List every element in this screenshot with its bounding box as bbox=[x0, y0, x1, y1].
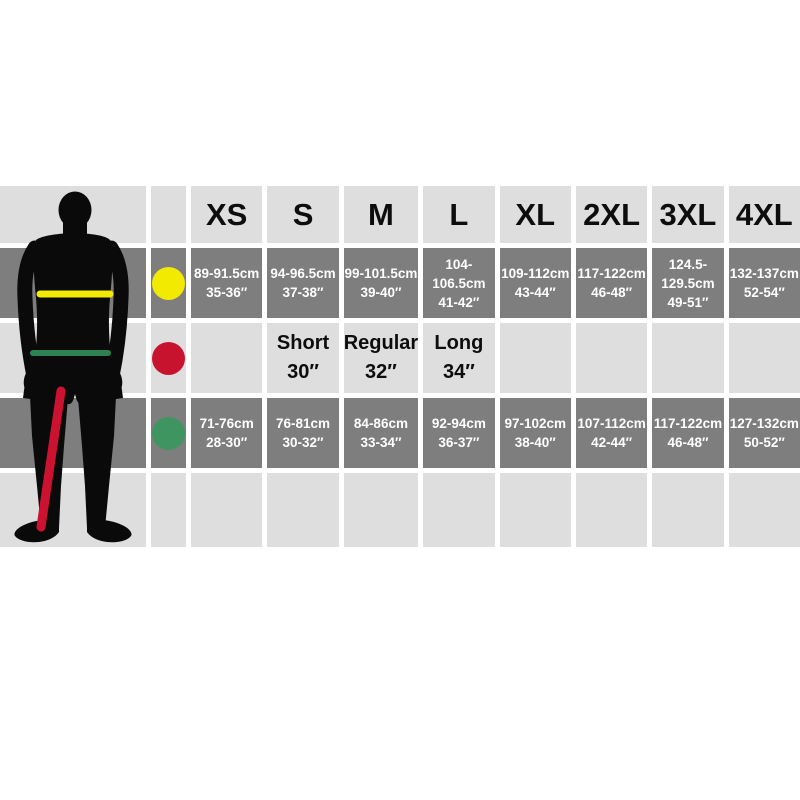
marker-header-cell bbox=[151, 186, 186, 243]
header-cell-s: S bbox=[267, 186, 339, 243]
waist-marker-cell bbox=[151, 398, 186, 468]
empty-cell-s bbox=[267, 473, 339, 547]
header-cell-4xl: 4XL bbox=[728, 186, 800, 243]
leg-cell-s: Short 30″ bbox=[267, 323, 339, 393]
figure-header-cell bbox=[0, 186, 146, 243]
leg-cell-xs bbox=[191, 323, 263, 393]
leg-cell-3xl bbox=[652, 323, 724, 393]
figure-footer-cell bbox=[0, 473, 146, 547]
waist-cell-xs: 71-76cm 28-30″ bbox=[191, 398, 263, 468]
empty-cell-2xl bbox=[575, 473, 648, 547]
header-cell-m: M bbox=[343, 186, 419, 243]
header-cell-xs: XS bbox=[191, 186, 263, 243]
empty-cell-m bbox=[343, 473, 419, 547]
empty-cell-4xl bbox=[728, 473, 800, 547]
waist-cell-3xl: 117-122cm 46-48″ bbox=[652, 398, 724, 468]
size-table: XS S M L XL 2XL 3XL 4XL 89-91.5cm 35-36″ … bbox=[0, 186, 800, 547]
leg-marker-cell bbox=[151, 323, 186, 393]
waist-cell-s: 76-81cm 30-32″ bbox=[267, 398, 339, 468]
chest-marker-cell bbox=[151, 248, 186, 318]
header-cell-2xl: 2XL bbox=[575, 186, 648, 243]
chest-cell-3xl: 124.5-129.5cm 49-51″ bbox=[652, 248, 724, 318]
chest-cell-2xl: 117-122cm 46-48″ bbox=[575, 248, 648, 318]
waist-cell-xl: 97-102cm 38-40″ bbox=[499, 398, 571, 468]
leg-cell-4xl bbox=[728, 323, 800, 393]
empty-cell-3xl bbox=[652, 473, 724, 547]
header-cell-l: L bbox=[423, 186, 495, 243]
leg-cell-m: Regular 32″ bbox=[343, 323, 419, 393]
waist-cell-4xl: 127-132cm 50-52″ bbox=[728, 398, 800, 468]
leg-cell-xl bbox=[499, 323, 571, 393]
figure-waist-cell bbox=[0, 398, 146, 468]
chest-cell-xs: 89-91.5cm 35-36″ bbox=[191, 248, 263, 318]
header-cell-3xl: 3XL bbox=[652, 186, 724, 243]
waist-cell-l: 92-94cm 36-37″ bbox=[423, 398, 495, 468]
leg-cell-2xl bbox=[575, 323, 648, 393]
waist-cell-2xl: 107-112cm 42-44″ bbox=[575, 398, 648, 468]
chest-cell-s: 94-96.5cm 37-38″ bbox=[267, 248, 339, 318]
empty-cell-xs bbox=[191, 473, 263, 547]
chest-cell-l: 104-106.5cm 41-42″ bbox=[423, 248, 495, 318]
waist-cell-m: 84-86cm 33-34″ bbox=[343, 398, 419, 468]
chest-cell-m: 99-101.5cm 39-40″ bbox=[343, 248, 419, 318]
chest-cell-4xl: 132-137cm 52-54″ bbox=[728, 248, 800, 318]
header-cell-xl: XL bbox=[499, 186, 571, 243]
figure-chest-cell bbox=[0, 248, 146, 318]
waist-marker-dot bbox=[152, 416, 185, 450]
leg-cell-l: Long 34″ bbox=[423, 323, 495, 393]
empty-cell-l bbox=[423, 473, 495, 547]
chest-marker-dot bbox=[152, 266, 185, 300]
marker-footer-cell bbox=[151, 473, 186, 547]
empty-cell-xl bbox=[499, 473, 571, 547]
figure-leg-cell bbox=[0, 323, 146, 393]
chest-cell-xl: 109-112cm 43-44″ bbox=[499, 248, 571, 318]
leg-marker-dot bbox=[152, 341, 185, 375]
